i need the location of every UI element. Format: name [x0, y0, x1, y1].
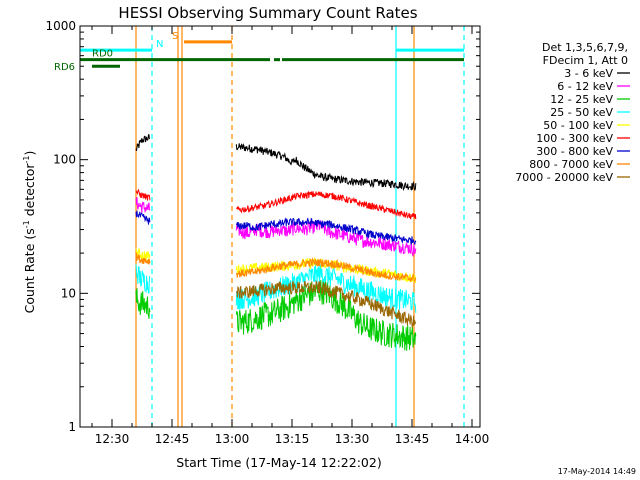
legend-label: 100 - 300 keV — [536, 132, 613, 145]
x-tick-label: 13:15 — [275, 432, 310, 446]
status-bar-label: N — [156, 39, 163, 50]
x-tick-label: 14:00 — [455, 432, 490, 446]
y-tick-label: 100 — [53, 153, 76, 167]
legend-label: 7000 - 20000 keV — [515, 171, 613, 184]
status-bar-label: RD0 — [92, 49, 113, 60]
legend-header-1: Det 1,3,5,6,7,9, — [542, 41, 628, 54]
series-line — [135, 133, 417, 192]
series-line — [135, 188, 417, 220]
x-tick-label: 13:45 — [395, 432, 430, 446]
series-line — [135, 279, 417, 351]
axes: 12:30 12:45 13:00 13:15 13:30 13:45 14:00 1 10 10… — [45, 19, 489, 446]
x-tick-label: 13:00 — [215, 432, 250, 446]
series-line — [135, 252, 417, 283]
series-line — [235, 279, 416, 328]
legend-label: 800 - 7000 keV — [529, 158, 613, 171]
y-tick-label: 1 — [68, 420, 76, 434]
y-axis-label: Count Rate (s-1 detector-1) — [22, 151, 37, 314]
timestamp: 17-May-2014 14:49 — [558, 467, 636, 476]
legend-header-2: FDecim 1, Att 0 — [543, 54, 628, 67]
legend: Det 1,3,5,6,7,9, FDecim 1, Att 0 3 - 6 k… — [515, 41, 630, 184]
x-tick-label: 12:45 — [155, 432, 190, 446]
x-tick-label: 12:30 — [95, 432, 130, 446]
status-bar-label: RD6 — [54, 62, 75, 73]
legend-label: 50 - 100 keV — [543, 119, 613, 132]
x-axis-label: Start Time (17-May-14 12:22:02) — [176, 455, 381, 470]
vertical-markers — [135, 26, 465, 427]
series-lines — [135, 133, 417, 351]
chart-title: HESSI Observing Summary Count Rates — [118, 4, 417, 22]
y-tick-label: 10 — [61, 286, 76, 300]
plot-frame — [79, 25, 481, 428]
legend-label: 12 - 25 keV — [550, 93, 613, 106]
legend-label: 6 - 12 keV — [557, 80, 613, 93]
y-tick-label: 1000 — [45, 19, 76, 33]
status-bars: NS RD0 RD6 — [54, 31, 464, 73]
legend-label: 25 - 50 keV — [550, 106, 613, 119]
legend-label: 3 - 6 keV — [564, 67, 613, 80]
series-line — [135, 210, 417, 246]
legend-label: 300 - 800 keV — [536, 145, 613, 158]
series-line — [135, 264, 417, 313]
series-line — [135, 196, 417, 258]
x-tick-label: 13:30 — [335, 432, 370, 446]
status-bar-label: S — [172, 31, 178, 42]
